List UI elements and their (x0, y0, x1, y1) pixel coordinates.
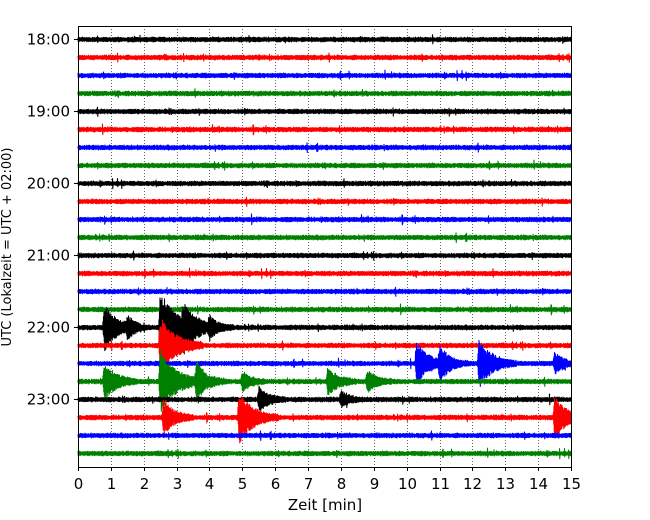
x-tick-label: 14 (529, 475, 548, 493)
x-tick-label: 13 (496, 475, 515, 493)
trace-line-20 (77, 385, 572, 412)
trace-line-21 (77, 396, 572, 444)
x-axis-label: Zeit [min] (288, 496, 362, 514)
y-tick-label: 20:00 (27, 175, 70, 193)
x-tick-label: 5 (238, 475, 248, 493)
trace-line-4 (77, 106, 572, 117)
x-tick-label: 12 (463, 475, 482, 493)
trace-line-7 (77, 159, 572, 171)
trace-line-8 (77, 178, 572, 190)
y-axis-label: UTC (Lokalzeit = UTC + 02:00) (0, 148, 15, 347)
trace-line-6 (77, 142, 572, 154)
x-tick-label: 3 (173, 475, 183, 493)
plot-frame (78, 26, 572, 468)
x-tick-label: 15 (562, 475, 581, 493)
trace-line-10 (77, 213, 572, 226)
x-axis: 0 1 2 3 4 5 6 7 8 9 10 11 12 13 14 15 (74, 467, 581, 493)
trace-line-12 (77, 250, 572, 261)
trace-line-19 (77, 349, 572, 412)
trace-line-9 (77, 196, 572, 207)
trace-line-5 (77, 123, 572, 136)
trace-line-23 (77, 447, 572, 460)
trace-line-14 (77, 286, 572, 297)
y-tick-label: 18:00 (27, 31, 70, 49)
x-tick-label: 8 (337, 475, 347, 493)
trace-line-1 (77, 52, 572, 63)
trace-line-13 (77, 267, 572, 280)
y-tick-label: 19:00 (27, 103, 70, 121)
trace-line-11 (77, 232, 572, 244)
trace-line-2 (77, 69, 572, 82)
y-tick-label: 22:00 (27, 319, 70, 337)
trace-line-0 (77, 34, 572, 45)
trace-line-3 (77, 88, 572, 99)
x-tick-label: 2 (140, 475, 150, 493)
trace-line-22 (77, 430, 572, 442)
y-axis: 18:00 19:00 20:00 21:00 22:00 23:00 (27, 31, 78, 409)
y-tick-label: 21:00 (27, 247, 70, 265)
x-tick-label: 0 (74, 475, 84, 493)
x-tick-label: 9 (370, 475, 380, 493)
trace-line-15 (77, 303, 572, 316)
x-tick-label: 10 (398, 475, 417, 493)
trace-group (77, 34, 572, 460)
x-tick-label: 7 (304, 475, 314, 493)
x-tick-label: 11 (431, 475, 450, 493)
x-tick-label: 6 (271, 475, 281, 493)
x-tick-label: 1 (107, 475, 117, 493)
x-tick-label: 4 (205, 475, 215, 493)
y-tick-label: 23:00 (27, 391, 70, 409)
